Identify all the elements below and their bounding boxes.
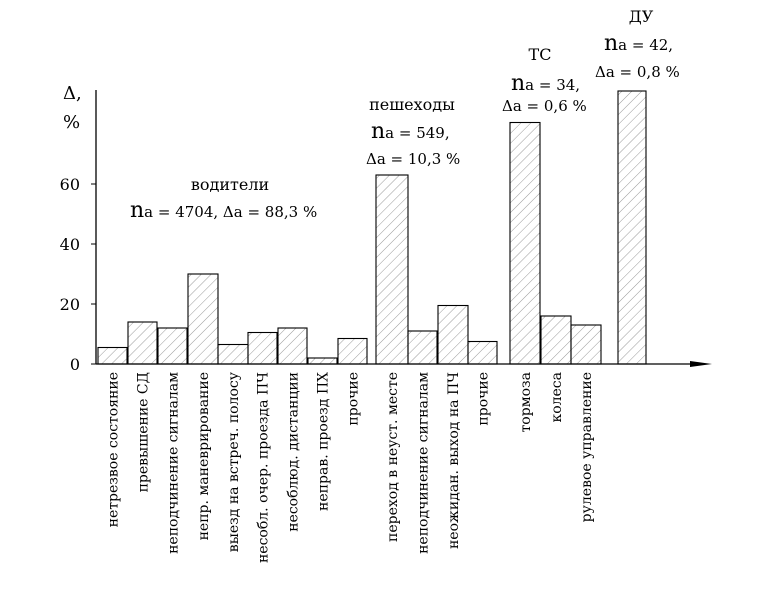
bar	[437, 304, 469, 365]
category-label: прочие	[346, 372, 362, 426]
group-stat: Δa = 0,8 %	[595, 63, 680, 81]
category-label: неподчинение сигналам	[416, 372, 432, 554]
group-title: ТС	[529, 45, 552, 64]
group-title: водители	[191, 175, 269, 194]
category-label: непр. маневрирование	[196, 372, 212, 540]
category-label: неподчинение сигналам	[166, 372, 182, 554]
bar	[307, 357, 338, 365]
group-stat: na = 549,	[371, 119, 450, 144]
group-stat: na = 34,	[511, 71, 580, 96]
group-stat: Δa = 0,6 %	[502, 97, 587, 115]
y-tick-labels: 0 20 40 60	[60, 175, 96, 374]
bar	[157, 327, 188, 365]
group-stat: Δa = 10,3 %	[366, 150, 460, 168]
y-tick-label: 20	[60, 295, 80, 314]
category-label: выезд на встреч. полосу	[226, 371, 242, 552]
category-label: нетрезвое состояние	[106, 372, 122, 527]
category-label: неправ. проезд ПХ	[316, 372, 332, 511]
group-annotations: водители na = 4704, Δa = 88,3 % пешеходы na…	[130, 7, 680, 223]
bar	[127, 321, 158, 365]
bar	[277, 327, 308, 365]
bar	[97, 346, 128, 365]
y-tick-label: 0	[70, 355, 80, 374]
category-label: переход в неуст. месте	[385, 372, 401, 542]
category-label: неожидан. выход на ПЧ	[446, 372, 462, 549]
bar	[570, 324, 602, 365]
group-stat: na = 4704, Δa = 88,3 %	[130, 198, 317, 223]
category-label: превышение СД	[136, 372, 152, 492]
y-tick-label: 60	[60, 175, 80, 194]
category-label: колеса	[549, 372, 565, 423]
category-labels: нетрезвое состояние превышение СД неподчин…	[106, 371, 596, 563]
category-label: рулевое управление	[579, 372, 595, 522]
y-tick-label: 40	[60, 235, 80, 254]
bar	[617, 90, 647, 365]
bar	[217, 343, 249, 365]
group-title: пешеходы	[369, 95, 455, 114]
bar	[540, 315, 572, 365]
bar	[467, 340, 498, 365]
category-label: тормоза	[518, 372, 534, 432]
group-stat: na = 42,	[604, 31, 673, 56]
bar	[187, 273, 219, 365]
x-axis-arrow-icon	[690, 361, 712, 367]
bar	[247, 331, 278, 365]
bar	[509, 121, 541, 365]
bar	[337, 337, 368, 365]
bar	[375, 174, 409, 365]
category-label: несоблюд. дистанции	[286, 372, 302, 532]
category-label: несобл. очер. проезда ПЧ	[256, 372, 272, 563]
bars	[97, 90, 647, 365]
group-title: ДУ	[629, 7, 654, 26]
bar	[407, 330, 438, 365]
category-label: прочие	[476, 372, 492, 426]
y-axis-label: Δ,%	[63, 83, 82, 133]
